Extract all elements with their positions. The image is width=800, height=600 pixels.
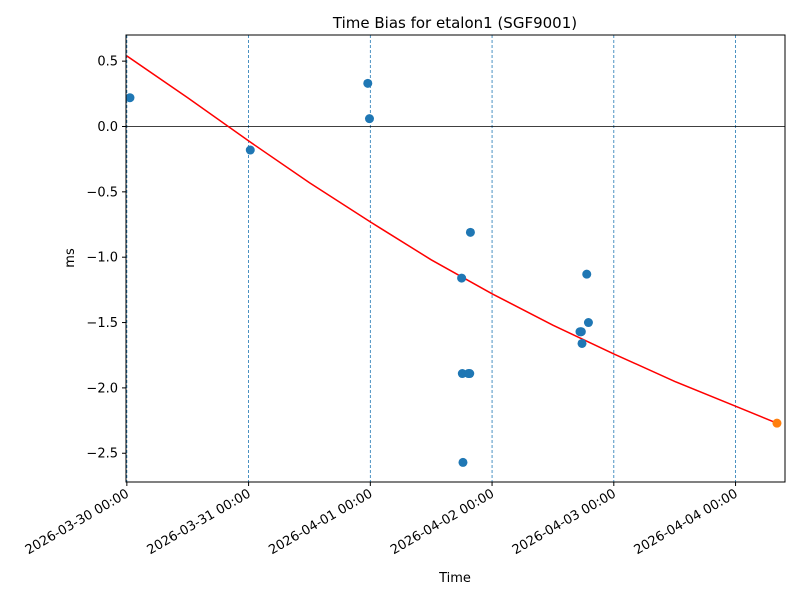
y-tick-label: −0.5 <box>86 185 118 200</box>
y-tick-label: −1.0 <box>86 251 118 266</box>
data-point <box>576 327 586 337</box>
y-ticks-layer: 0.5 0.0 −0.5 −1.0 −1.5 −2.0 −2.5 <box>86 55 126 462</box>
highlight-point <box>772 418 782 428</box>
y-tick-label: 0.0 <box>97 120 118 135</box>
grid-layer <box>126 35 736 482</box>
data-point <box>364 114 374 124</box>
data-point <box>583 318 593 328</box>
points-layer <box>125 78 782 467</box>
data-point <box>363 78 373 88</box>
data-point <box>125 93 135 103</box>
data-point <box>465 227 475 237</box>
data-point <box>458 457 468 467</box>
y-tick-label: −2.5 <box>86 447 118 462</box>
data-point <box>457 273 467 283</box>
data-point <box>582 269 592 279</box>
data-point <box>577 338 587 348</box>
y-tick-label: 0.5 <box>97 55 118 70</box>
data-point <box>245 145 255 155</box>
data-point <box>465 369 475 379</box>
x-axis-label: Time <box>438 571 471 586</box>
y-tick-label: −2.0 <box>86 381 118 396</box>
chart-title: Time Bias for etalon1 (SGF9001) <box>332 14 577 32</box>
y-axis-label: ms <box>63 248 78 268</box>
y-tick-label: −1.5 <box>86 316 118 331</box>
plot-frame <box>125 34 786 483</box>
